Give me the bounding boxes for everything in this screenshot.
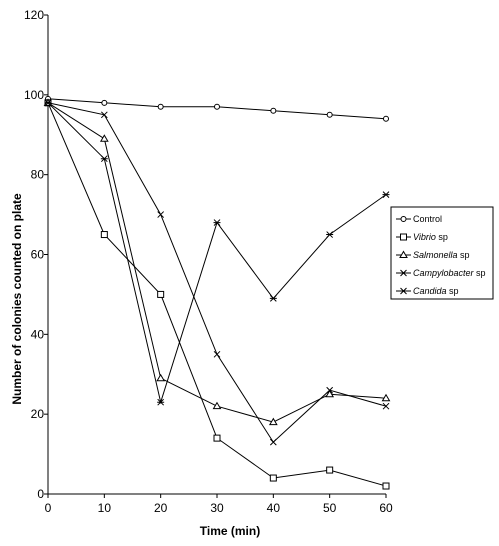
- data-point: [381, 393, 391, 402]
- y-axis-title: Number of colonies counted on plate: [10, 193, 24, 405]
- series-candida: [44, 99, 390, 406]
- series-vibrio: [44, 99, 390, 490]
- y-tick-label: 120: [24, 8, 44, 22]
- y-tick-label: 0: [37, 487, 44, 501]
- data-point: [157, 290, 165, 298]
- x-tick-label: 10: [98, 501, 112, 515]
- data-point: [157, 103, 164, 110]
- data-point: [326, 111, 333, 118]
- x-tick-label: 0: [45, 501, 52, 515]
- data-point: [269, 438, 277, 446]
- x-tick-label: 20: [154, 501, 168, 515]
- x-tick-label: 60: [379, 501, 393, 515]
- series-layer: [43, 95, 391, 490]
- data-point: [157, 211, 165, 218]
- legend-swatch-marker: [400, 287, 407, 295]
- axes: 0 20 40 60 80 100 120 0 10 20 30 40 50 60: [24, 8, 393, 515]
- x-tick-label: 50: [323, 501, 337, 515]
- data-point: [99, 134, 109, 142]
- data-point: [213, 434, 221, 442]
- legend: Control Vibrio sp Salmonella sp Campylobact…: [390, 206, 494, 300]
- data-point: [325, 389, 335, 398]
- y-tick-label: 40: [31, 327, 45, 341]
- data-point: [214, 103, 220, 110]
- legend-label: Vibrio sp: [413, 232, 448, 242]
- data-point: [156, 373, 166, 382]
- y-tick-label: 60: [31, 248, 45, 262]
- legend-box: [390, 206, 494, 300]
- data-point: [157, 398, 165, 406]
- data-point: [270, 107, 277, 114]
- data-point: [213, 350, 221, 358]
- data-point: [382, 402, 390, 410]
- legend-swatch-marker: [400, 216, 407, 222]
- legend-label: Control: [413, 214, 442, 224]
- legend-label: Candida sp: [413, 286, 459, 296]
- legend-swatch-marker: [400, 269, 407, 277]
- legend-swatch-marker: [399, 250, 408, 258]
- legend-label: Salmonella sp: [413, 250, 470, 260]
- y-tick-label: 20: [31, 407, 45, 421]
- legend-swatch-marker: [400, 233, 407, 241]
- data-point: [213, 219, 221, 226]
- data-point: [326, 466, 334, 474]
- data-point: [268, 417, 278, 426]
- y-tick-label: 100: [24, 88, 44, 102]
- data-point: [382, 191, 390, 198]
- x-tick-label: 40: [267, 501, 281, 515]
- x-tick-label: 30: [210, 501, 224, 515]
- series-line: [47, 102, 387, 405]
- data-point: [326, 386, 334, 394]
- data-point: [212, 401, 222, 410]
- data-point: [101, 99, 108, 106]
- data-point: [100, 111, 108, 119]
- series-salmonella: [43, 98, 391, 426]
- data-point: [269, 474, 277, 482]
- x-axis-title: Time (min): [200, 524, 260, 538]
- data-point: [100, 231, 108, 239]
- legend-label: Campylobacter sp: [413, 268, 486, 278]
- data-point: [100, 155, 108, 163]
- data-point: [326, 231, 334, 238]
- series-control: [45, 95, 389, 122]
- series-line: [47, 102, 387, 487]
- data-point: [44, 99, 52, 107]
- data-point: [269, 295, 277, 302]
- data-point: [382, 482, 390, 490]
- y-tick-label: 80: [31, 168, 45, 182]
- series-line: [47, 102, 387, 423]
- data-point: [383, 115, 389, 122]
